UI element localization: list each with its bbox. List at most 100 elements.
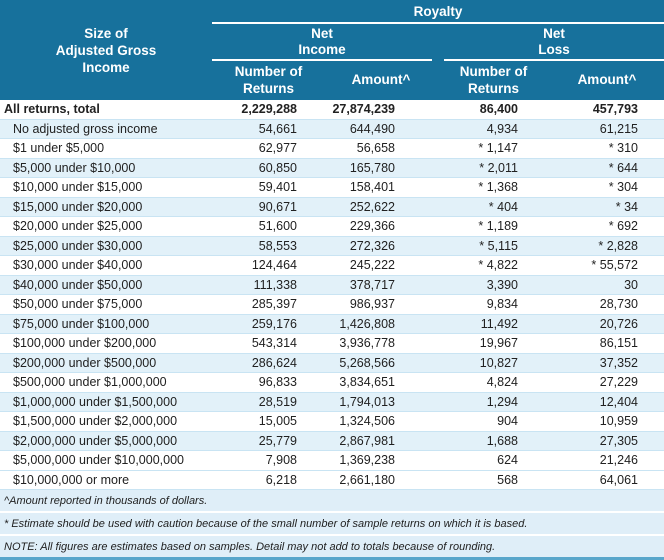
cell-value: * 404	[488, 199, 518, 214]
column-header-nl-returns: Number of Returns	[459, 64, 528, 96]
cell-value: 59,401	[258, 180, 297, 195]
table-row: $200,000 under $500,000 286,624 5,268,566 1…	[0, 353, 664, 373]
row-label: $1,500,000 under $2,000,000	[13, 414, 178, 429]
cell-value: 10,827	[479, 355, 518, 370]
cell-value: 568	[497, 472, 518, 487]
table-row: No adjusted gross income 54,661 644,490 4,9…	[0, 119, 664, 139]
cell-value: * 2,828	[598, 238, 638, 253]
cell-value: * 5,115	[479, 238, 518, 253]
row-label: No adjusted gross income	[13, 121, 158, 136]
cell-value: 285,397	[251, 297, 297, 312]
table-row: $1 under $5,000 62,977 56,658 * 1,147 * 310	[0, 139, 664, 159]
table-body: All returns, total 2,229,288 27,874,239 86,…	[0, 100, 664, 490]
table-row: $20,000 under $25,000 51,600 229,366 * 1,18…	[0, 217, 664, 237]
cell-value: * 55,572	[591, 258, 638, 273]
row-label: $20,000 under $25,000	[13, 219, 143, 234]
cell-value: * 1,147	[478, 141, 518, 156]
cell-value: 158,401	[349, 180, 395, 195]
row-label: $50,000 under $75,000	[13, 297, 143, 312]
cell-value: 86,400	[479, 102, 518, 117]
row-label: $2,000,000 under $5,000,000	[13, 433, 178, 448]
cell-value: 2,229,288	[241, 102, 297, 117]
cell-value: 9,834	[486, 297, 518, 312]
cell-value: 19,967	[479, 336, 518, 351]
row-label: $100,000 under $200,000	[13, 336, 157, 351]
cell-value: 272,326	[349, 238, 395, 253]
table-footnotes: ^Amount reported in thousands of dollars…	[0, 490, 664, 557]
agi-size-header-line: Income	[82, 59, 130, 75]
table-row: $5,000 under $10,000 60,850 165,780 * 2,011…	[0, 158, 664, 178]
cell-value: * 310	[608, 141, 638, 156]
row-label: $10,000 under $15,000	[13, 180, 143, 195]
cell-value: 124,464	[251, 258, 297, 273]
table-row: All returns, total 2,229,288 27,874,239 86,…	[0, 100, 664, 120]
cell-value: * 1,189	[478, 219, 518, 234]
footnote: * Estimate should be used with caution b…	[0, 511, 664, 534]
cell-value: 11,492	[480, 316, 518, 331]
cell-value: 644,490	[349, 121, 395, 136]
table-row: $25,000 under $30,000 58,553 272,326 * 5,11…	[0, 236, 664, 256]
table-row: $75,000 under $100,000 259,176 1,426,808 11…	[0, 314, 664, 334]
cell-value: 229,366	[349, 219, 395, 234]
group-label-line: Loss	[538, 42, 570, 57]
table-row: $5,000,000 under $10,000,000 7,908 1,369,2…	[0, 451, 664, 471]
cell-value: 25,779	[258, 433, 297, 448]
cell-value: 60,850	[258, 160, 297, 175]
cell-value: 1,324,506	[339, 414, 395, 429]
cell-value: 90,671	[258, 199, 297, 214]
table-row: $50,000 under $75,000 285,397 986,937 9,834…	[0, 295, 664, 315]
cell-value: 624	[497, 453, 518, 468]
row-label: $200,000 under $500,000	[13, 355, 157, 370]
table-row: $10,000 under $15,000 59,401 158,401 * 1,36…	[0, 178, 664, 198]
row-label: $40,000 under $50,000	[13, 277, 143, 292]
cell-value: 457,793	[592, 102, 638, 117]
cell-value: 28,519	[258, 394, 297, 409]
cell-value: 7,908	[265, 453, 297, 468]
table-row: $1,000,000 under $1,500,000 28,519 1,794,0…	[0, 392, 664, 412]
cell-value: 96,833	[258, 375, 297, 390]
group-label-line: Income	[298, 42, 346, 57]
table-row: $500,000 under $1,000,000 96,833 3,834,651…	[0, 373, 664, 393]
cell-value: 3,936,778	[339, 336, 395, 351]
row-label: $1,000,000 under $1,500,000	[13, 394, 178, 409]
footnote: ^Amount reported in thousands of dollars…	[4, 494, 208, 507]
cell-value: 1,794,013	[339, 394, 395, 409]
cell-value: 27,229	[599, 375, 638, 390]
cell-value: 1,294	[486, 394, 518, 409]
cell-value: 6,218	[265, 472, 297, 487]
cell-value: 56,658	[356, 141, 395, 156]
cell-value: * 1,368	[478, 180, 518, 195]
cell-value: 252,622	[349, 199, 395, 214]
cell-value: * 304	[608, 180, 638, 195]
cell-value: 62,977	[258, 141, 297, 156]
column-header-ni-returns: Number of Returns	[234, 64, 303, 96]
cell-value: 1,426,808	[339, 316, 395, 331]
cell-value: 58,553	[258, 238, 297, 253]
table-row: $40,000 under $50,000 111,338 378,717 3,390…	[0, 275, 664, 295]
cell-value: 165,780	[349, 160, 395, 175]
column-header-row: Number of Returns Amount^ Number of Retu…	[212, 61, 664, 100]
cell-value: 111,338	[253, 277, 297, 292]
cell-value: 986,937	[349, 297, 395, 312]
cell-value: * 4,822	[478, 258, 518, 273]
cell-value: 378,717	[349, 277, 395, 292]
agi-size-header-line: Adjusted Gross	[55, 42, 157, 58]
cell-value: 27,874,239	[332, 102, 395, 117]
table-row: $1,500,000 under $2,000,000 15,005 1,324,5…	[0, 412, 664, 432]
cell-value: 37,352	[599, 355, 638, 370]
cell-value: 86,151	[599, 336, 638, 351]
group-label-line: Net	[543, 26, 565, 41]
group-label-line: Net	[311, 26, 333, 41]
cell-value: 4,934	[486, 121, 518, 136]
cell-value: 3,834,651	[339, 375, 395, 390]
cell-value: 286,624	[251, 355, 297, 370]
cell-value: 245,222	[349, 258, 395, 273]
cell-value: 3,390	[486, 277, 518, 292]
row-label: All returns, total	[4, 102, 100, 117]
cell-value: 4,824	[486, 375, 518, 390]
cell-value: 2,867,981	[339, 433, 395, 448]
cell-value: 543,314	[251, 336, 297, 351]
table-header: Size of Adjusted Gross Income Royalty Ne…	[0, 0, 664, 100]
row-label: $500,000 under $1,000,000	[13, 375, 167, 390]
